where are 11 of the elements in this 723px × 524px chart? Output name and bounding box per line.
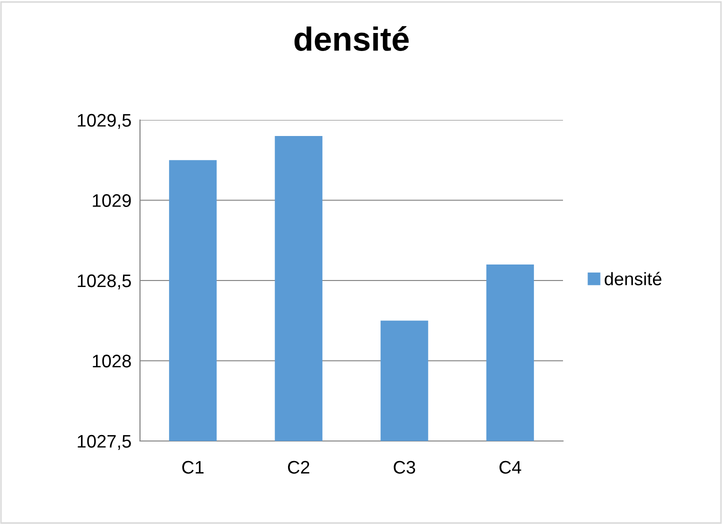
x-tick-label: C2 — [288, 460, 310, 474]
y-tick-label: 1028,5 — [78, 274, 131, 290]
x-tick-label: C1 — [182, 460, 204, 474]
y-tick-label: 1029 — [92, 194, 131, 207]
y-tick-label: 1029,5 — [78, 114, 131, 129]
chart-title: densité — [294, 26, 409, 51]
y-tick-label: 1028 — [92, 354, 131, 368]
x-tick-label: C3 — [394, 460, 416, 474]
x-tick-label: C4 — [500, 460, 522, 474]
legend-label: densité — [604, 272, 662, 286]
y-tick-label: 1027,5 — [78, 434, 131, 450]
